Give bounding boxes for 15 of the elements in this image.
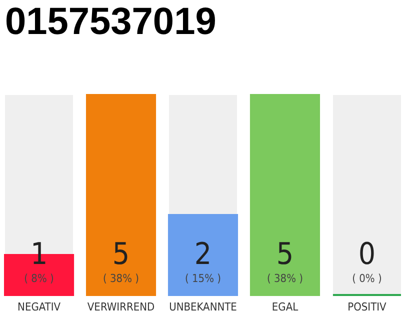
x-tick-label: UNBEKANNTE [169, 300, 237, 314]
annotation: ( 38% ) [103, 272, 140, 285]
x-tick-label: VERWIRREND [87, 300, 155, 314]
x-tick-label: NEGATIV [18, 300, 61, 314]
annotation: ( 15% ) [184, 272, 222, 285]
annotation: ( 0% ) [352, 272, 382, 285]
data-label: 5 [112, 237, 130, 272]
chart-title: 0157537019 [5, 1, 216, 43]
data-label: 5 [276, 237, 294, 272]
data-label: 0 [358, 237, 376, 272]
x-tick-label: POSITIV [348, 300, 387, 314]
annotation: ( 8% ) [24, 272, 54, 285]
data-label: 2 [194, 237, 212, 272]
x-tick-label: EGAL [272, 300, 299, 314]
annotation: ( 38% ) [266, 272, 304, 285]
